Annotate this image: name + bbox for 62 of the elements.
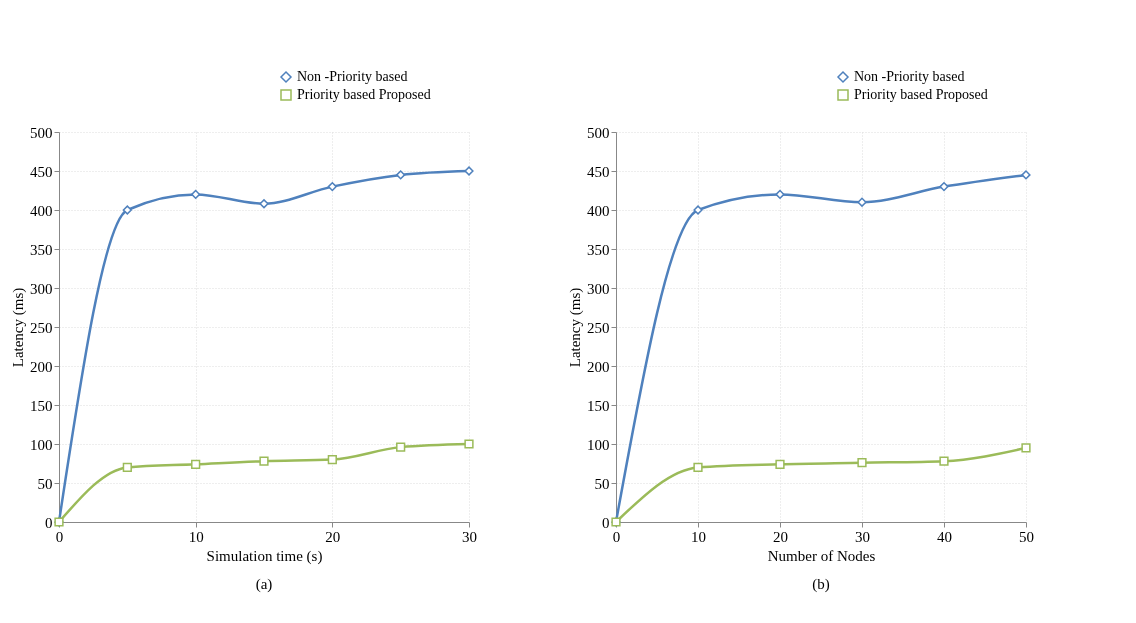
y-tick-label: 0 xyxy=(45,514,53,531)
point xyxy=(939,456,949,466)
x-tick-label: 20 xyxy=(773,528,788,545)
point xyxy=(1021,170,1031,180)
point xyxy=(259,199,269,209)
point xyxy=(464,439,474,449)
point xyxy=(1021,443,1031,453)
y-tick-label: 50 xyxy=(37,475,53,492)
y-tick-label: 300 xyxy=(587,280,610,297)
y-tick-label: 500 xyxy=(587,124,610,141)
y-tick-label: 250 xyxy=(30,319,53,336)
y-tick-label: 400 xyxy=(587,202,610,219)
x-tick-label: 30 xyxy=(462,528,477,545)
x-axis-title: Number of Nodes xyxy=(767,547,876,564)
point xyxy=(775,189,785,200)
point xyxy=(857,458,867,468)
y-tick-label: 300 xyxy=(30,280,53,297)
y-axis-title: Latency (ms) xyxy=(10,287,27,368)
legend-label: Priority based Proposed xyxy=(854,87,988,102)
x-tick-label: 0 xyxy=(612,528,621,545)
y-axis-title: Latency (ms) xyxy=(567,287,584,368)
point xyxy=(259,456,269,466)
y-tick-label: 450 xyxy=(587,163,610,180)
x-tick-label: 20 xyxy=(325,528,341,545)
point xyxy=(122,462,132,473)
x-tick-label: 30 xyxy=(855,528,870,545)
point xyxy=(939,181,949,192)
point xyxy=(122,205,132,215)
point xyxy=(396,170,406,180)
point xyxy=(191,189,201,200)
y-tick-label: 500 xyxy=(30,124,53,141)
point xyxy=(775,459,785,469)
point xyxy=(857,197,867,207)
y-tick-label: 450 xyxy=(30,163,53,180)
y-tick-label: 250 xyxy=(587,319,610,336)
x-tick-label: 0 xyxy=(55,528,64,545)
y-tick-label: 150 xyxy=(587,397,610,414)
x-axis-title: Simulation time (s) xyxy=(206,547,323,565)
x-tick-label: 50 xyxy=(1019,528,1034,545)
x-tick-label: 10 xyxy=(188,528,204,545)
legend-label: Non -Priority based xyxy=(297,69,408,84)
y-tick-label: 0 xyxy=(602,514,610,531)
y-tick-label: 400 xyxy=(30,202,53,219)
y-tick-label: 200 xyxy=(30,358,53,375)
text: (b) xyxy=(812,576,830,593)
y-tick-label: 200 xyxy=(587,358,610,375)
legend-label: Priority based Proposed xyxy=(297,87,431,102)
legend-label: Non -Priority based xyxy=(854,69,965,84)
y-tick-label: 50 xyxy=(594,475,610,492)
point xyxy=(191,459,201,469)
y-tick-label: 150 xyxy=(30,397,53,414)
y-tick-label: 350 xyxy=(587,241,610,258)
point xyxy=(327,454,337,465)
y-tick-label: 350 xyxy=(30,241,53,258)
x-tick-label: 40 xyxy=(937,528,952,545)
point xyxy=(396,442,406,452)
y-tick-label: 100 xyxy=(30,436,53,453)
point xyxy=(327,181,337,192)
point xyxy=(693,462,703,473)
y-tick-label: 100 xyxy=(587,436,610,453)
text: (a) xyxy=(255,576,273,593)
x-tick-label: 10 xyxy=(691,528,706,545)
